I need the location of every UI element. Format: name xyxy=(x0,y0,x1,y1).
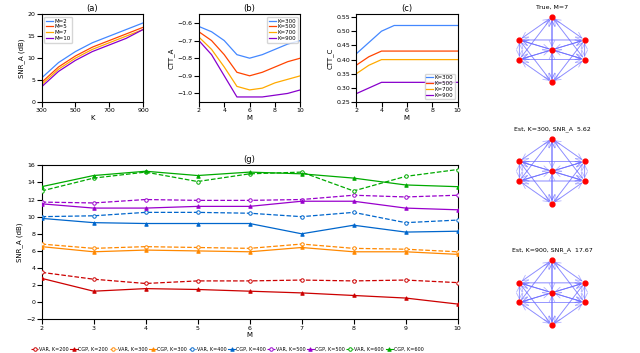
Title: Est, K=900, SNR_A  17.67: Est, K=900, SNR_A 17.67 xyxy=(511,248,593,253)
Point xyxy=(514,57,524,62)
Point xyxy=(580,57,590,62)
Title: (c): (c) xyxy=(401,4,412,13)
Point xyxy=(580,37,590,43)
Legend: M=2, M=5, M=7, M=10: M=2, M=5, M=7, M=10 xyxy=(44,17,72,43)
Point xyxy=(580,300,590,305)
Title: (b): (b) xyxy=(244,4,255,13)
Point xyxy=(514,178,524,184)
X-axis label: M: M xyxy=(246,115,253,121)
Point xyxy=(514,37,524,43)
Y-axis label: CTT_A: CTT_A xyxy=(168,48,175,69)
Legend: K=300, K=500, K=700, K=900: K=300, K=500, K=700, K=900 xyxy=(268,17,298,43)
Point xyxy=(547,47,557,53)
Point xyxy=(547,290,557,295)
X-axis label: M: M xyxy=(246,332,253,338)
Y-axis label: SNR_A (dB): SNR_A (dB) xyxy=(17,223,23,262)
X-axis label: K: K xyxy=(90,115,95,121)
Title: Est, K=300, SNR_A  5.62: Est, K=300, SNR_A 5.62 xyxy=(514,126,590,132)
Point xyxy=(547,201,557,207)
Point xyxy=(547,14,557,20)
Point xyxy=(547,168,557,174)
Point xyxy=(580,280,590,286)
Point xyxy=(547,257,557,263)
Point xyxy=(547,79,557,85)
Point xyxy=(514,158,524,164)
Point xyxy=(547,323,557,328)
Title: (g): (g) xyxy=(244,155,255,164)
Point xyxy=(580,178,590,184)
Title: (a): (a) xyxy=(86,4,98,13)
Legend: K=300, K=500, K=700, K=900: K=300, K=500, K=700, K=900 xyxy=(424,74,455,100)
X-axis label: M: M xyxy=(404,115,410,121)
Point xyxy=(547,136,557,142)
Point xyxy=(580,158,590,164)
Title: True, M=7: True, M=7 xyxy=(536,5,568,10)
Y-axis label: CTT_C: CTT_C xyxy=(326,48,333,69)
Y-axis label: SNR_A (dB): SNR_A (dB) xyxy=(18,38,25,78)
Legend: VAR, K=200, CGP, K=200, VAR, K=300, CGP, K=300, VAR, K=400, CGP, K=400, VAR, K=5: VAR, K=200, CGP, K=200, VAR, K=300, CGP,… xyxy=(30,345,424,352)
Point xyxy=(514,300,524,305)
Point xyxy=(514,280,524,286)
